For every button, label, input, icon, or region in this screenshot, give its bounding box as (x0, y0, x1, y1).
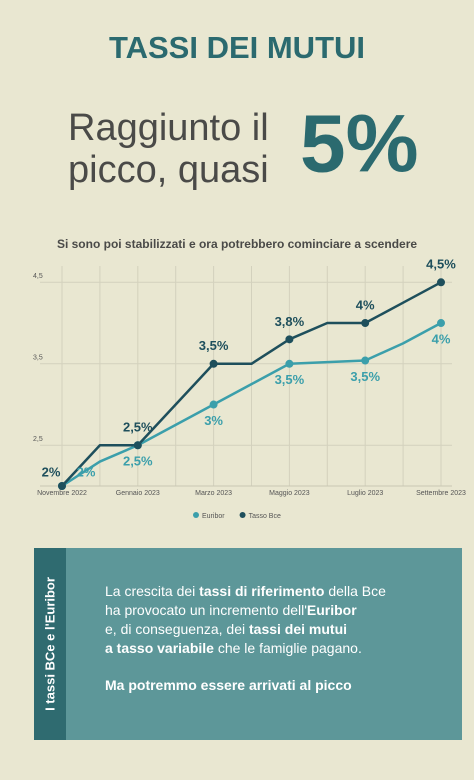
value-label: 3,8% (275, 314, 305, 329)
box-line: La crescita dei tassi di riferimento del… (105, 583, 386, 599)
y-tick-label: 4,5 (33, 273, 43, 280)
box-text-segment: ha provocato un incremento dell' (105, 602, 307, 618)
box-text-segment: La crescita dei (105, 583, 199, 599)
box-text-segment: e, di conseguenza, dei (105, 621, 249, 637)
point (209, 400, 218, 409)
info-box (66, 548, 462, 740)
value-label: 3% (204, 413, 223, 428)
headline-number: 5% (300, 99, 419, 190)
value-label: 3,5% (199, 338, 229, 353)
legend-label: Euribor (202, 513, 225, 520)
page-title: TASSI DEI MUTUI (109, 30, 365, 65)
legend-swatch (193, 512, 199, 518)
box-text-segment: Euribor (307, 602, 357, 618)
box-text-segment: Ma potremmo essere arrivati al picco (105, 677, 352, 693)
value-label: 3,5% (275, 372, 305, 387)
point (285, 335, 294, 344)
value-label: 4% (432, 331, 451, 346)
series-line (61, 321, 442, 488)
headline-line: Raggiunto il (68, 107, 269, 149)
box-tab (34, 548, 66, 740)
headline-line: picco, quasi (68, 149, 269, 191)
point (361, 319, 370, 328)
box-text-segment: della Bce (324, 583, 386, 599)
x-tick-label: Marzo 2023 (195, 490, 233, 497)
x-tick-label: Settembre 2023 (416, 490, 466, 497)
point (437, 278, 445, 287)
box-text-segment: tassi dei mutui (249, 621, 347, 637)
box-text-segment: a tasso variabile (105, 640, 214, 656)
box-text: La crescita dei tassi di riferimento del… (105, 583, 386, 693)
point (58, 482, 66, 490)
y-tick-label: 2,5 (33, 436, 43, 443)
value-label: 2,5% (123, 454, 153, 469)
box-line: e, di conseguenza, dei tassi dei mutui (105, 621, 347, 637)
point (209, 359, 218, 368)
value-label: 4% (356, 297, 375, 312)
value-label: 3,5% (350, 369, 380, 384)
legend-swatch (239, 512, 246, 518)
y-tick-label: 3,5 (33, 355, 43, 362)
value-label: 2% (77, 464, 96, 479)
box-text-segment: che le famiglie pagano. (214, 640, 362, 656)
point (285, 359, 294, 368)
box-text-segment: tassi di riferimento (199, 583, 324, 599)
box-tab-label: I tassi BCe e l'Euribor (42, 577, 57, 711)
box-line: a tasso variabile che le famiglie pagano… (105, 640, 362, 656)
legend-label: Tasso Bce (249, 513, 281, 520)
x-tick-label: Maggio 2023 (269, 490, 310, 497)
x-tick-label: Luglio 2023 (347, 490, 384, 497)
series-line (61, 281, 442, 487)
point (133, 441, 142, 450)
x-tick-label: Novembre 2022 (37, 490, 87, 497)
value-label: 4,5% (426, 257, 456, 272)
point (437, 319, 445, 328)
point (361, 356, 370, 365)
value-label: 2,5% (123, 420, 153, 435)
box-line: ha provocato un incremento dell'Euribor (105, 602, 357, 618)
chart-subtitle: Si sono poi stabilizzati e ora potrebber… (57, 237, 417, 251)
box-line: Ma potremmo essere arrivati al picco (105, 677, 352, 693)
x-tick-label: Gennaio 2023 (115, 490, 160, 497)
value-label: 2% (42, 464, 61, 479)
